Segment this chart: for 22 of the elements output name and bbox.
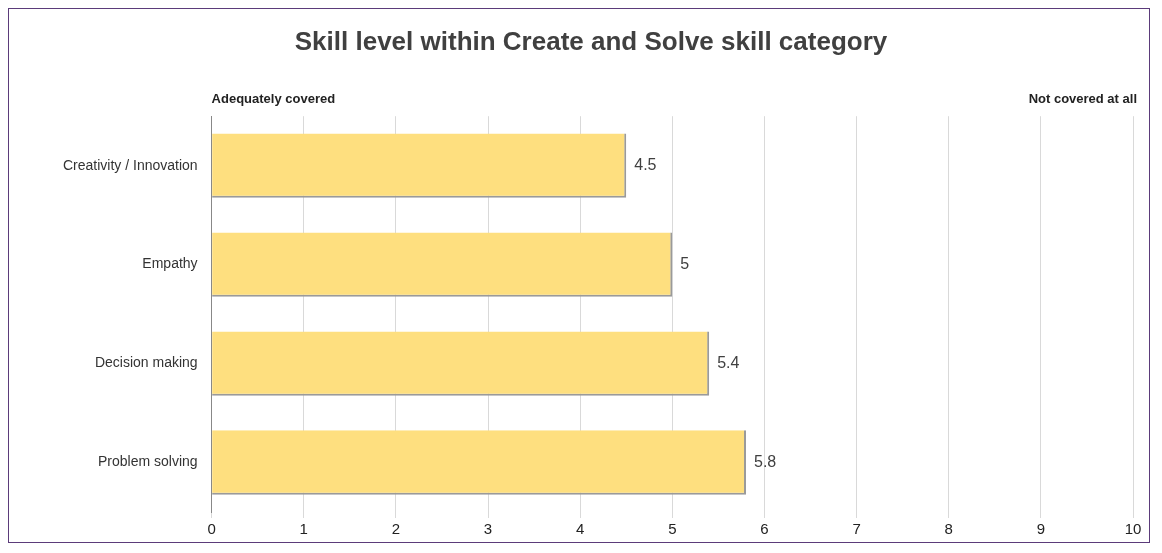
- x-tick-label: 3: [483, 520, 493, 538]
- x-tick-label: 10: [1124, 520, 1142, 538]
- x-tick-label: 8: [944, 520, 953, 538]
- y-tick-label: Decision making: [94, 354, 198, 371]
- y-tick-label: Problem solving: [98, 453, 198, 470]
- x-tick-label: 1: [299, 520, 308, 538]
- x-tick-label: 7: [852, 520, 861, 538]
- text: Not covered at all: [1028, 91, 1137, 107]
- x-tick-label: 0: [207, 520, 216, 538]
- x-tick-label: 2: [391, 520, 401, 538]
- data-label: 5: [680, 255, 690, 273]
- x-tick-label: 9: [1036, 520, 1046, 538]
- data-label: 4.5: [634, 156, 657, 174]
- data-label: 5.4: [717, 353, 740, 371]
- x-tick-label: 5: [668, 520, 677, 538]
- y-tick-label: Empathy: [142, 255, 198, 272]
- y-tick-label: Creativity / Innovation: [63, 156, 198, 173]
- data-label: 5.8: [754, 452, 777, 470]
- x-tick-label: 6: [760, 520, 769, 538]
- chart-title: Skill level within Create and Solve skill category: [294, 25, 888, 56]
- text: Adequately covered: [211, 91, 336, 107]
- x-tick-label: 4: [576, 520, 585, 538]
